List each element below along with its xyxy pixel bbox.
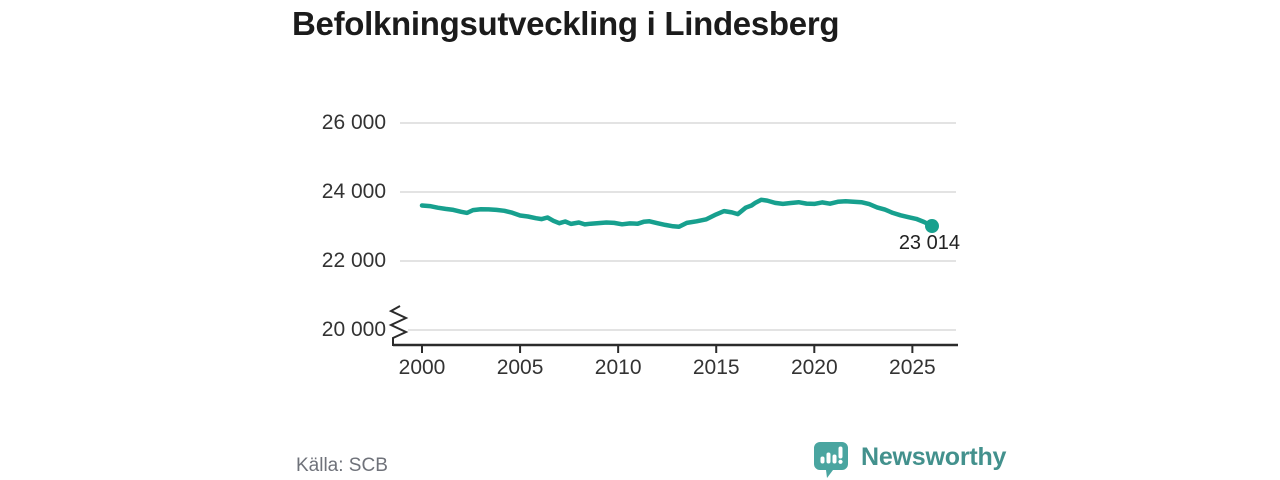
y-tick-label: 26 000 <box>321 111 386 134</box>
x-tick-label: 2005 <box>496 356 544 379</box>
newsworthy-logo: Newsworthy <box>813 441 1006 479</box>
x-tick-label: 2010 <box>594 356 642 379</box>
y-tick-label: 20 000 <box>321 318 386 341</box>
last-value-label: 23 014 <box>898 232 960 255</box>
newsworthy-wordmark: Newsworthy <box>861 443 1007 471</box>
x-tick-label: 2015 <box>692 356 740 379</box>
logo-bubble-shape <box>814 442 848 478</box>
logo-bar-medium <box>826 452 831 464</box>
newsworthy-logo-icon <box>814 442 848 478</box>
logo-exclamation-bar <box>838 446 843 459</box>
logo-bar-small <box>820 456 825 464</box>
x-tick-label: 2000 <box>398 356 446 379</box>
x-tick-label: 2025 <box>889 356 936 379</box>
axis-break-icon <box>388 305 409 346</box>
page-title: Befolkningsutveckling i Lindesberg <box>292 5 840 42</box>
population-line <box>419 197 935 230</box>
last-point-marker <box>924 219 939 234</box>
y-tick-label: 24 000 <box>321 180 386 203</box>
logo-bar-tall <box>832 454 837 464</box>
source-note: Källa: SCB <box>296 455 388 476</box>
y-tick-label: 22 000 <box>321 249 386 272</box>
logo-exclamation-dot <box>838 459 843 464</box>
x-tick-label: 2020 <box>790 356 838 379</box>
